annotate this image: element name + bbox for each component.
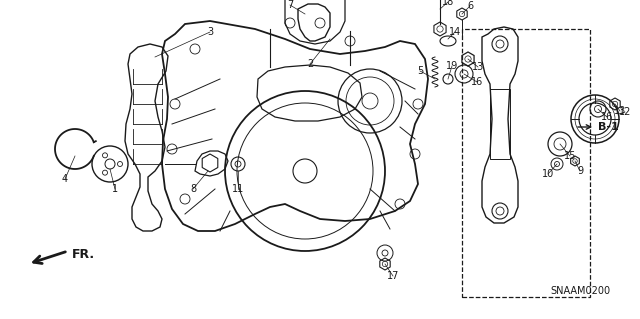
Text: 5: 5 [417,66,423,76]
Text: 17: 17 [387,271,399,281]
Text: 3: 3 [207,27,213,37]
Text: FR.: FR. [72,248,95,261]
Text: 19: 19 [446,61,458,71]
Text: 13: 13 [614,106,626,116]
Text: 12: 12 [619,107,631,117]
Bar [462,29,590,297]
Text: 13: 13 [472,62,484,72]
Text: 10: 10 [542,169,554,179]
Text: 1: 1 [112,184,118,194]
Text: 14: 14 [449,27,461,37]
Text: 18: 18 [442,0,454,7]
Text: 8: 8 [190,184,196,194]
Text: 11: 11 [232,184,244,194]
Text: SNAAM0200: SNAAM0200 [550,286,610,296]
Text: B-1: B-1 [598,122,619,132]
Text: 7: 7 [287,0,293,10]
Text: 2: 2 [307,59,313,69]
Text: 15: 15 [564,151,576,161]
Text: 16: 16 [601,112,613,122]
Text: 16: 16 [471,77,483,87]
Text: 4: 4 [62,174,68,184]
Text: 9: 9 [577,166,583,176]
Text: 6: 6 [467,1,473,11]
